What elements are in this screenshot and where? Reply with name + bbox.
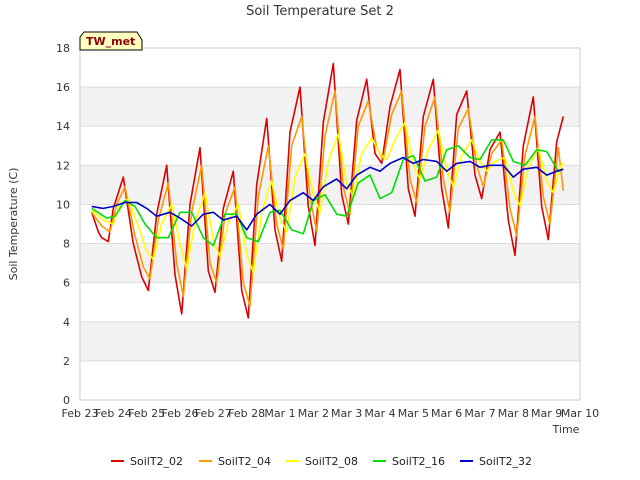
x-tick-label: Mar 4 bbox=[364, 407, 395, 420]
site-label-shape bbox=[79, 31, 143, 51]
background-band bbox=[80, 243, 580, 283]
x-tick-label: Feb 27 bbox=[195, 407, 232, 420]
legend-label: SoilT2_02 bbox=[130, 455, 183, 468]
series-lines bbox=[90, 62, 565, 319]
site-label: TW_met bbox=[86, 35, 135, 48]
x-tick-label: Feb 24 bbox=[95, 407, 132, 420]
x-tick-label: Mar 7 bbox=[464, 407, 495, 420]
x-tick-label: Feb 28 bbox=[228, 407, 265, 420]
y-tick-label: 2 bbox=[63, 355, 70, 368]
y-tick-label: 4 bbox=[63, 316, 70, 329]
x-tick-label: Mar 1 bbox=[264, 407, 295, 420]
y-tick-label: 14 bbox=[56, 120, 70, 133]
x-tick-label: Mar 9 bbox=[531, 407, 562, 420]
x-tick-label: Mar 10 bbox=[561, 407, 599, 420]
x-tick-label: Mar 6 bbox=[431, 407, 462, 420]
y-tick-label: 0 bbox=[63, 394, 70, 407]
y-tick-label: 8 bbox=[63, 238, 70, 251]
x-tick-label: Feb 23 bbox=[62, 407, 99, 420]
legend-label: SoilT2_08 bbox=[305, 455, 358, 468]
x-tick-label: Mar 3 bbox=[331, 407, 362, 420]
x-axis-label: Time bbox=[552, 423, 580, 436]
background-band bbox=[80, 87, 580, 127]
series-line-soilt2_08 bbox=[91, 121, 564, 274]
plot-background bbox=[80, 48, 580, 400]
y-tick-label: 18 bbox=[56, 42, 70, 55]
y-tick-label: 12 bbox=[56, 159, 70, 172]
x-tick-label: Feb 26 bbox=[162, 407, 199, 420]
background-band bbox=[80, 360, 580, 400]
legend: SoilT2_02 SoilT2_04 SoilT2_08 SoilT2_16 Soil… bbox=[111, 455, 532, 468]
legend-label: SoilT2_04 bbox=[218, 455, 271, 468]
background-band bbox=[80, 282, 580, 322]
site-label-box: TW_met bbox=[79, 31, 143, 51]
legend-label: SoilT2_32 bbox=[479, 455, 532, 468]
background-band bbox=[80, 321, 580, 361]
legend-label: SoilT2_16 bbox=[392, 455, 445, 468]
y-axis-label: Soil Temperature (C) bbox=[7, 168, 20, 281]
x-tick-label: Mar 5 bbox=[398, 407, 429, 420]
x-tick-label: Mar 8 bbox=[498, 407, 529, 420]
y-tick-label: 6 bbox=[63, 277, 70, 290]
plot-frame bbox=[79, 47, 581, 401]
y-tick-labels: 0 2 4 6 8 10 12 14 16 18 bbox=[56, 42, 70, 407]
series-line-soilt2_16 bbox=[91, 139, 564, 247]
series-line-soilt2_32 bbox=[91, 156, 564, 231]
x-tick-label: Feb 25 bbox=[128, 407, 165, 420]
y-tick-label: 10 bbox=[56, 198, 70, 211]
y-tick-label: 16 bbox=[56, 81, 70, 94]
chart-title: Soil Temperature Set 2 bbox=[246, 4, 394, 19]
x-tick-label: Mar 2 bbox=[298, 407, 329, 420]
